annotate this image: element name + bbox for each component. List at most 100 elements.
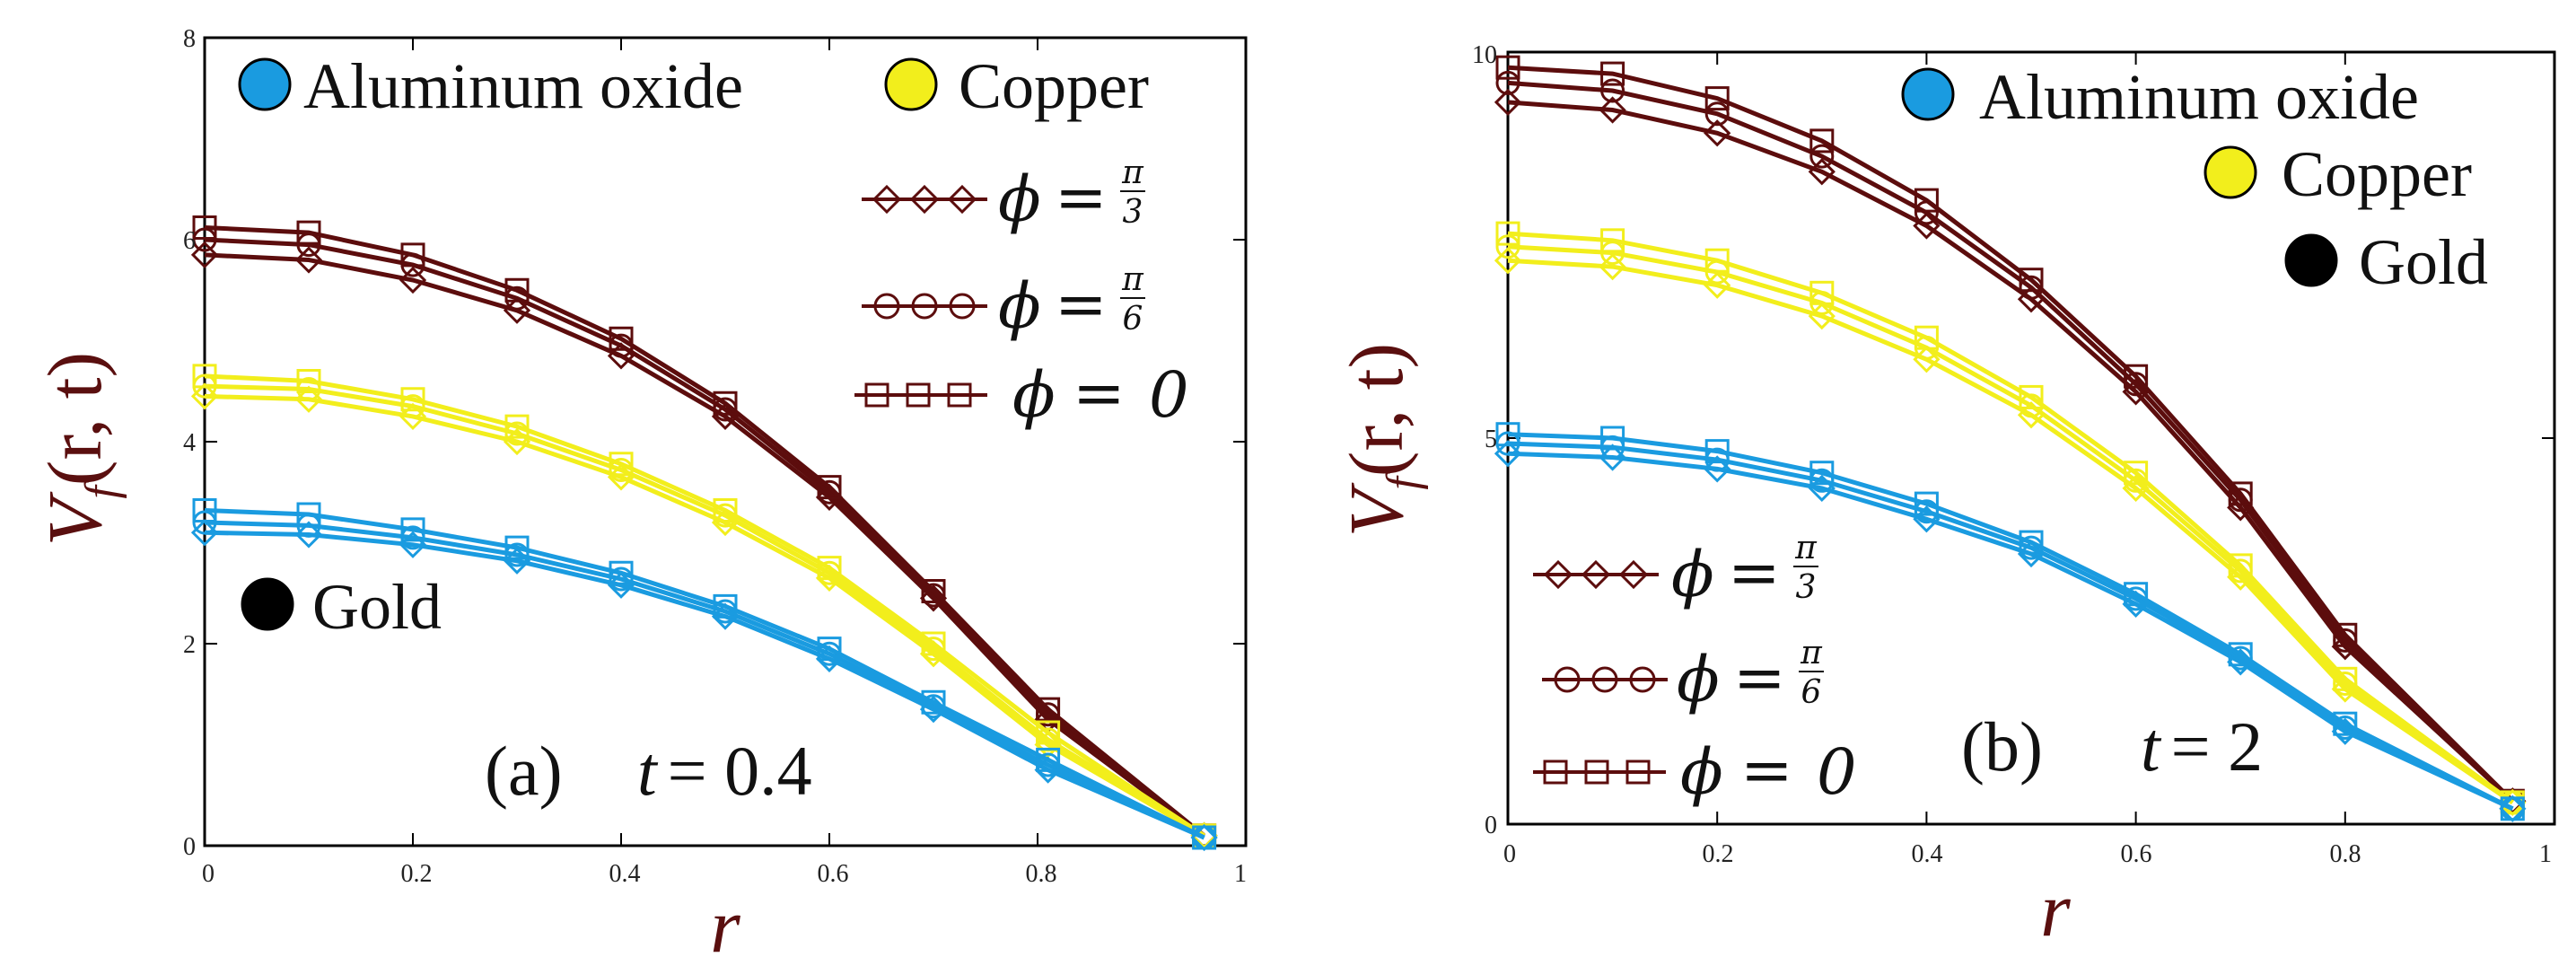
series-line-aluminum-square-a (204, 508, 1205, 840)
series-line-gold-square-a (204, 225, 1206, 838)
data-point-copper-square-b (1809, 280, 1835, 305)
data-point-gold-square-a (817, 475, 842, 500)
y-tick-label-a: 8 (183, 25, 196, 53)
data-point-gold-square-b (1600, 61, 1625, 86)
phi-label-a: ϕ (998, 162, 1041, 236)
data-point-aluminum-square-a (1192, 825, 1217, 850)
data-point-aluminum-square-a (609, 560, 634, 585)
y-tick-label-b: 10 (1472, 41, 1497, 69)
phi-legend-a: ϕ = π 3 ϕ = π 6 ϕ = 0 (854, 154, 1189, 432)
phi-legend-line-pi3-b (1533, 559, 1659, 590)
legend-label-aluminum-a: Aluminum oxide (303, 50, 743, 122)
data-point-copper-square-b (1495, 221, 1520, 246)
series-group-b (1494, 55, 2527, 822)
data-point-gold-diamond-b (1704, 119, 1731, 147)
legend-marker-gold-a (241, 577, 294, 631)
data-point-gold-square-a (1036, 697, 1061, 722)
svg-text:Vf(r, t): Vf(r, t) (31, 352, 127, 546)
data-point-aluminum-square-b (2019, 530, 2044, 555)
legend-label-aluminum-b: Aluminum oxide (1979, 61, 2419, 133)
phi-legend-line-zero-a (854, 382, 987, 408)
data-point-copper-square-a (713, 498, 738, 522)
x-tick-label-a: 0 (202, 860, 215, 888)
data-point-aluminum-square-a (504, 535, 530, 560)
data-point-gold-circle-b (1809, 144, 1835, 169)
data-point-aluminum-square-b (2500, 796, 2525, 821)
x-tick-label-a: 0.2 (401, 860, 433, 888)
x-tick-label-a: 0.6 (818, 860, 849, 888)
x-tick-label-a: 1 (1234, 860, 1247, 888)
data-point-copper-square-a (817, 556, 842, 581)
data-point-gold-square-a (921, 579, 946, 603)
data-point-gold-square-b (2333, 622, 2358, 647)
data-point-aluminum-square-b (2124, 582, 2149, 607)
phi-eq-a: = (1055, 161, 1108, 234)
phi-eq-a: = (1055, 268, 1108, 341)
data-point-copper-square-b (1704, 248, 1730, 273)
series-line-copper-square-a (204, 373, 1205, 838)
y-axis-label-a: Vf(r, t) (31, 352, 127, 546)
phi-legend-b: ϕ = π 3 ϕ = π 6 ϕ = 0 (1533, 530, 1857, 809)
data-point-gold-square-b (2228, 481, 2253, 506)
legend-label-copper-b: Copper (2282, 138, 2472, 210)
data-point-copper-square-b (2019, 384, 2044, 409)
data-point-aluminum-square-b (2228, 642, 2253, 667)
y-label-main-b: V (1333, 482, 1419, 537)
data-point-gold-square-a (400, 242, 425, 268)
panel-a: 8 6 4 2 0 0 0.2 0.4 0.6 0.8 1 r Vf(r, t)… (31, 25, 1248, 957)
data-point-gold-diamond-a (190, 241, 219, 268)
phi-eq-a: = (1073, 356, 1126, 430)
y-tick-label-a: 6 (183, 227, 196, 255)
data-point-aluminum-square-a (400, 517, 425, 542)
phi-eq-b: = (1728, 536, 1781, 610)
data-point-aluminum-square-b (1495, 422, 1520, 447)
data-point-copper-diamond-b (1494, 247, 1522, 275)
series-line-aluminum-circle-b (1507, 441, 2514, 812)
series-line-gold-circle-b (1507, 80, 2515, 803)
data-point-gold-circle-b (1600, 78, 1625, 103)
x-tick-label-b: 0.6 (2121, 840, 2152, 868)
data-point-copper-diamond-a (1034, 731, 1062, 759)
data-point-gold-circle-b (1704, 101, 1730, 127)
panel-label-b: (b) (1961, 707, 2043, 786)
series-line-gold-diamond-b (1507, 100, 2515, 803)
y-tick-label-b: 0 (1485, 812, 1497, 839)
phi-pi-a: π (1121, 261, 1144, 298)
data-point-copper-square-b (2228, 553, 2253, 578)
data-point-aluminum-square-a (817, 637, 842, 662)
phi-legend-line-zero-b (1533, 759, 1666, 785)
series-line-aluminum-diamond-b (1507, 451, 2514, 812)
phi-legend-line-pi3-a (862, 184, 987, 215)
series-line-copper-circle-b (1507, 244, 2514, 804)
x-tick-label-b: 0.4 (1912, 840, 1943, 868)
series-line-aluminum-square-b (1507, 432, 2514, 812)
legend-label-copper-a: Copper (959, 50, 1149, 122)
series-line-aluminum-circle-a (204, 520, 1205, 840)
legend-label-gold-a: Gold (312, 571, 442, 643)
y-label-args-a: (r, t) (31, 352, 118, 486)
x-tick-label-b: 0.2 (1703, 840, 1734, 868)
data-point-aluminum-square-b (2333, 711, 2358, 736)
data-point-aluminum-square-a (296, 502, 321, 527)
y-label-args-b: (r, t) (1333, 343, 1419, 477)
data-point-gold-square-a (504, 277, 530, 303)
panel-b: 10 5 0 0 0.2 0.4 0.6 0.8 1 r Vf(r, t) Al… (1333, 41, 2556, 953)
phi-label-a: ϕ (1012, 358, 1056, 432)
phi-den6-a: 6 (1123, 301, 1143, 338)
data-point-copper-square-a (192, 364, 217, 389)
plot-frame-a (203, 36, 1248, 847)
data-point-gold-square-b (2019, 268, 2044, 293)
data-point-copper-square-b (1914, 325, 1939, 350)
phi-den3-b: 3 (1796, 569, 1817, 606)
phi-eq-b: = (1740, 733, 1793, 807)
legend-marker-aluminum-b (1901, 67, 1955, 121)
legend-marker-gold-b (2284, 233, 2338, 287)
data-point-copper-square-b (1600, 228, 1625, 253)
y-tick-label-b: 5 (1485, 426, 1497, 453)
series-line-copper-diamond-b (1507, 258, 2514, 804)
phi-pi-b: π (1794, 530, 1818, 566)
svg-text:Vf(r, t): Vf(r, t) (1333, 343, 1429, 537)
data-point-copper-square-a (400, 387, 425, 412)
x-axis-label-a: r (710, 882, 740, 957)
data-point-gold-diamond-b (1808, 158, 1836, 186)
